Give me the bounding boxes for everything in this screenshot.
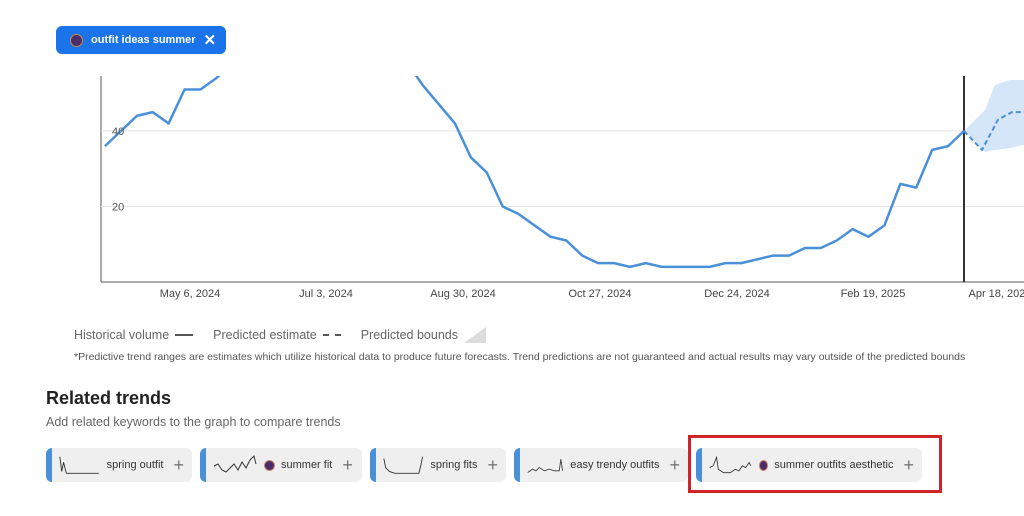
related-chip-spring-outfit[interactable]: spring outfit + (46, 448, 192, 482)
related-chip-easy-trendy-outfits[interactable]: easy trendy outfits + (514, 448, 688, 482)
x-tick-label: Jul 3, 2024 (299, 288, 353, 300)
x-tick-label: Aug 30, 2024 (430, 288, 495, 300)
predicted-bounds-band (964, 80, 1024, 152)
sparkline-icon (709, 455, 752, 474)
sparkline-icon (213, 455, 257, 473)
related-trends-list: spring outfit + summer fit + spring fits… (46, 448, 922, 482)
active-keyword-label: outfit ideas summer (91, 34, 196, 46)
y-tick-label: 20 (112, 202, 124, 214)
plus-icon[interactable]: + (669, 455, 680, 475)
x-tick-label: Dec 24, 2024 (704, 288, 769, 300)
plus-icon[interactable]: + (487, 455, 498, 475)
bounds-icon (464, 327, 486, 343)
trend-chart: May 6, 2024 Jul 3, 2024 Aug 30, 2024 Oct 27… (100, 76, 1024, 300)
legend-bounds-label: Predicted bounds (360, 328, 458, 342)
x-tick-label: Oct 27, 2024 (569, 288, 632, 300)
x-tick-label: Feb 19, 2025 (841, 288, 906, 300)
related-trends-subtitle: Add related keywords to the graph to com… (46, 415, 341, 429)
plus-icon[interactable]: + (342, 455, 353, 475)
historical-series-line (104, 76, 965, 269)
related-chip-summer-fit[interactable]: summer fit + (200, 448, 362, 482)
related-trends-title: Related trends (46, 388, 172, 408)
chart-legend: Historical volume Predicted estimate Pre… (74, 327, 486, 343)
forecast-disclaimer: *Predictive trend ranges are estimates w… (74, 351, 966, 363)
plus-icon[interactable]: + (173, 455, 184, 475)
x-tick-label: Apr 18, 2025 (969, 288, 1024, 300)
related-chip-label: summer fit (281, 459, 333, 471)
related-chip-spring-fits[interactable]: spring fits + (370, 448, 506, 482)
related-chip-label: summer outfits aesthetic (774, 459, 894, 471)
emoji-icon (758, 459, 769, 471)
sparkline-icon (527, 459, 563, 473)
dashed-line-icon (322, 334, 341, 336)
related-chip-label: spring fits (430, 459, 478, 471)
legend-historical-label: Historical volume (74, 328, 170, 342)
emoji-icon (264, 459, 275, 471)
close-icon[interactable]: ✕ (203, 31, 217, 49)
y-tick-label: 40 (112, 126, 124, 138)
legend-predicted-label: Predicted estimate (213, 328, 317, 342)
highlight-box (688, 435, 942, 493)
related-chip-summer-outfits-aesthetic[interactable]: summer outfits aesthetic + (696, 448, 922, 482)
emoji-icon (70, 33, 83, 47)
related-chip-label: easy trendy outfits (570, 459, 660, 471)
predicted-series-line (963, 111, 1024, 152)
sparkline-icon (383, 456, 424, 474)
solid-line-icon (175, 334, 194, 336)
x-tick-label: May 6, 2024 (160, 288, 221, 300)
active-keyword-chip[interactable]: outfit ideas summer ✕ (56, 26, 227, 54)
related-chip-label: spring outfit (106, 459, 164, 471)
plus-icon[interactable]: + (903, 455, 914, 475)
sparkline-icon (59, 456, 99, 474)
